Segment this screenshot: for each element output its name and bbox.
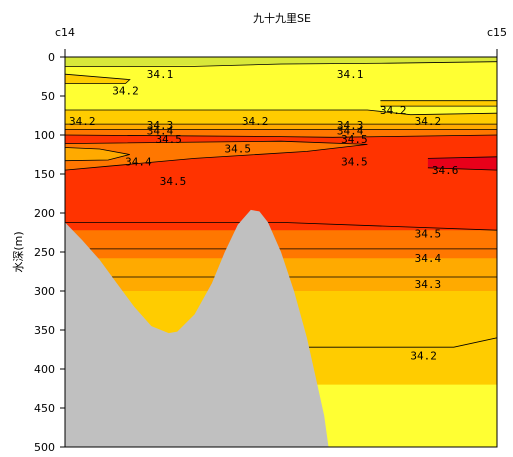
contour-label: 34.2 — [69, 115, 96, 128]
contour-line-34.2-top-lens — [65, 73, 131, 84]
contour-label: 34.5 — [155, 133, 182, 146]
contour-label: 34.5 — [160, 175, 187, 188]
y-tick-label: 300 — [34, 285, 55, 298]
contour-label: 34.3 — [415, 278, 442, 291]
station-label-right: c15 — [487, 26, 507, 39]
contour-label-layer: 34.1 34.134.234.234.234.2 34.234.334.434.5… — [69, 68, 458, 363]
y-tick-label: 50 — [41, 90, 55, 103]
contour-label: 34.2 — [242, 115, 269, 128]
y-tick-label: 0 — [48, 51, 55, 64]
band-34.2-34.3-top-lens — [65, 74, 130, 84]
contour-line-34.6-b — [427, 167, 497, 171]
seafloor-topography — [65, 209, 329, 447]
contour-line-34.2-deep — [302, 337, 497, 348]
contour-label: 34.2 — [380, 104, 407, 117]
contour-label: 34.5 — [341, 156, 368, 169]
y-tick-label: 400 — [34, 363, 55, 376]
contour-line-34.6 — [427, 156, 497, 159]
y-tick-label: 250 — [34, 246, 55, 259]
y-tick-label: 200 — [34, 207, 55, 220]
contour-line-layer — [65, 61, 497, 348]
contour-label: 34.1 — [337, 68, 364, 81]
contour-line-34.5-lens — [65, 140, 368, 171]
y-tick-label: 450 — [34, 402, 55, 415]
contour-label: 34.4 — [125, 156, 152, 169]
contour-label: 34.2 — [415, 115, 442, 128]
contour-line-34.2-main — [65, 109, 497, 116]
contour-line-34.5-deep — [65, 221, 497, 231]
contour-label: 34.4 — [147, 124, 174, 137]
y-axis-label: 水深(m) — [12, 231, 25, 272]
contour-label: 34.2 — [410, 350, 437, 363]
y-tick-label: 150 — [34, 168, 55, 181]
band-34.5-34.6-right — [427, 156, 497, 171]
contour-label: 34.5 — [225, 142, 252, 155]
contour-label: 34.6 — [432, 164, 459, 177]
station-label-left: c14 — [55, 26, 75, 39]
contour-label: 34.5 — [341, 133, 368, 146]
chart-title: 九十九里SE — [253, 11, 311, 25]
contour-line-34.1-surface — [65, 61, 497, 67]
contour-label: 34.3 — [337, 119, 364, 132]
band-surface-lt-34.1 — [65, 57, 497, 67]
contour-label: 34.4 — [415, 252, 442, 265]
contour-label: 34.3 — [147, 119, 174, 132]
contour-label: 34.1 — [147, 68, 174, 81]
band-34.2-34.3-right-lens — [380, 100, 497, 107]
seafloor-layer — [65, 209, 329, 447]
axes-layer: 0 50 100 150 200 250 300 350 400 450 500 — [34, 49, 498, 454]
contour-label: 34.4 — [337, 124, 364, 137]
y-tick-label: 100 — [34, 129, 55, 142]
contour-label: 34.5 — [415, 227, 442, 240]
band-34.3-34.4-lens — [65, 147, 130, 161]
contour-label: 34.2 — [112, 85, 139, 98]
contour-line-34.4-lens — [65, 147, 130, 162]
y-tick-label: 350 — [34, 324, 55, 337]
y-tick-label: 500 — [34, 441, 55, 454]
contour-line-34.5 — [65, 134, 497, 138]
